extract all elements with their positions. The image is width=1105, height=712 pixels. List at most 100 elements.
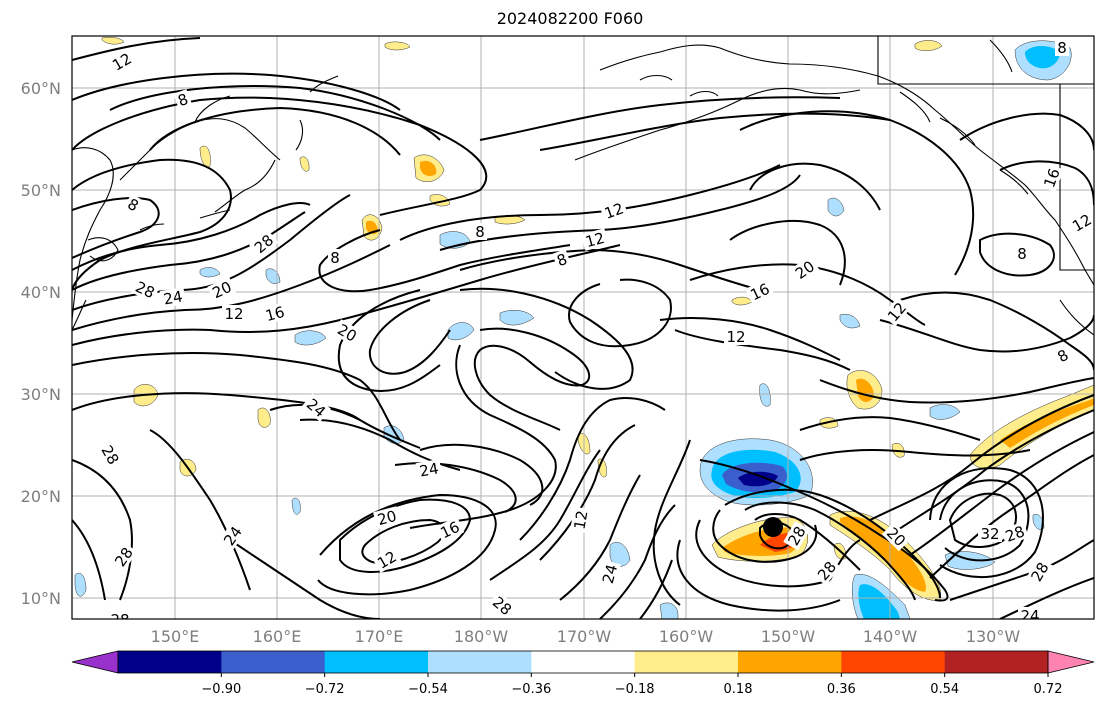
colorbar-segment — [634, 651, 739, 673]
contour-label: 12 — [602, 199, 626, 222]
lon-label: 170°E — [355, 627, 404, 646]
contour-label: 24 — [418, 459, 440, 480]
contour-label-bg — [745, 278, 775, 305]
lon-label: 180°W — [454, 627, 509, 646]
colorbar-segment — [324, 651, 429, 673]
contour-label-bg — [473, 223, 487, 240]
plot-frame — [71, 35, 1095, 620]
contour-label-bg — [724, 328, 748, 345]
contour-label-bg — [1039, 163, 1064, 193]
contour-label-bg — [882, 297, 911, 327]
lon-label: 160°W — [659, 627, 714, 646]
contour-label-bg — [1000, 521, 1030, 546]
contour-label-bg — [1015, 245, 1029, 262]
colorbar-segment — [221, 651, 326, 673]
lat-label: 60°N — [21, 79, 61, 98]
contour-label: 32 — [980, 525, 999, 543]
latitude-axis: 60°N 50°N 40°N 30°N 20°N 10°N — [21, 79, 61, 608]
storm-center-marker — [763, 517, 783, 537]
contour-label: 16 — [263, 303, 286, 325]
contour-label-bg — [122, 193, 144, 216]
contour-label-bg — [218, 521, 247, 551]
colorbar-segment — [428, 651, 532, 673]
colorbar-tick-label: −0.72 — [305, 682, 345, 697]
colorbar-tick-label: 0.72 — [1034, 682, 1063, 697]
lon-label: 140°W — [863, 627, 918, 646]
contour-label-bg — [599, 198, 629, 223]
contour-label-bg — [301, 393, 331, 422]
contour-label-bg — [552, 249, 572, 270]
colorbar-tick-label: −0.18 — [615, 682, 655, 697]
lat-label: 50°N — [21, 181, 61, 200]
contour-label-bg — [373, 506, 401, 529]
contour-label-bg — [332, 319, 362, 346]
contour-label-bg — [978, 525, 1002, 542]
contour-label-bg — [415, 459, 443, 480]
colorbar-segment — [118, 651, 222, 673]
shaded-field — [74, 36, 1094, 619]
contour-label-bg — [207, 276, 237, 303]
contour-label: 16 — [1040, 166, 1063, 190]
contour-lines — [72, 37, 1094, 619]
contour-label-bg — [1067, 209, 1094, 236]
contour-label: 24 — [599, 562, 621, 585]
contour-label-bg — [1055, 39, 1069, 56]
colorbar-segment — [841, 651, 946, 673]
contour-label-bg — [97, 440, 124, 470]
lat-label: 20°N — [21, 487, 61, 506]
contour-label-bg — [130, 276, 160, 303]
lat-label: 10°N — [21, 589, 61, 608]
contour-label-bg — [1018, 607, 1042, 619]
contour-label-bg — [159, 287, 187, 308]
colorbar-segment — [738, 651, 842, 673]
lon-label: 150°E — [151, 627, 200, 646]
contour-label-bg — [1026, 557, 1053, 587]
lon-label: 160°E — [253, 627, 302, 646]
lon-label: 130°W — [966, 627, 1021, 646]
contour-label-bg — [328, 249, 342, 266]
contour-label: 20 — [375, 507, 398, 529]
colorbar-tick-label: −0.36 — [511, 682, 551, 697]
contour-label-bg — [581, 228, 609, 251]
colorbar-frame — [117, 650, 1049, 674]
contour-label-bg — [487, 591, 517, 619]
contour-label: 8 — [475, 223, 485, 241]
contour-label-bg — [570, 506, 591, 534]
contour-label: 12 — [224, 305, 243, 323]
lon-label: 150°W — [761, 627, 816, 646]
contour-label-bg — [261, 302, 289, 325]
contour-label: 24 — [162, 287, 184, 308]
contour-label: 8 — [1017, 245, 1027, 263]
colorbar-tick-label: 0.18 — [724, 682, 753, 697]
contour-label-bg — [108, 611, 132, 619]
map-title: 2024082200 F060 — [496, 9, 644, 28]
contour-label: 12 — [583, 229, 606, 251]
colorbar-tick-label: −0.54 — [408, 682, 448, 697]
contour-label: 28 — [110, 611, 129, 629]
contour-label: 8 — [1057, 39, 1067, 57]
contour-label-bg — [812, 556, 841, 586]
contour-label-bg — [598, 560, 621, 588]
contour-label-bg — [1052, 344, 1074, 367]
colorbar-segment — [944, 651, 1049, 673]
contour-label-bg — [372, 546, 402, 573]
lat-label: 40°N — [21, 283, 61, 302]
lon-label: 170°W — [557, 627, 612, 646]
contour-label-bg — [107, 48, 137, 75]
colorbar: −0.90 −0.72 −0.54 −0.36 −0.18 0.18 0.36 0.54 0.7… — [71, 650, 1095, 697]
contour-label-bg — [435, 516, 465, 543]
colorbar-tick-label: 0.36 — [827, 682, 856, 697]
contour-label-bg — [783, 521, 810, 551]
colorbar-tick-label: 0.54 — [930, 682, 959, 697]
contour-label: 8 — [330, 249, 340, 267]
contour-label-bg — [790, 255, 820, 284]
contour-label-bg — [881, 522, 911, 552]
contour-label: 28 — [1003, 522, 1027, 545]
colorbar-segment — [531, 651, 636, 673]
contour-label-bg — [109, 542, 138, 572]
contour-label: 12 — [570, 509, 591, 531]
contour-label-bg — [222, 305, 246, 322]
contour-label: 12 — [726, 328, 745, 346]
colorbar-extend-low — [71, 650, 119, 674]
